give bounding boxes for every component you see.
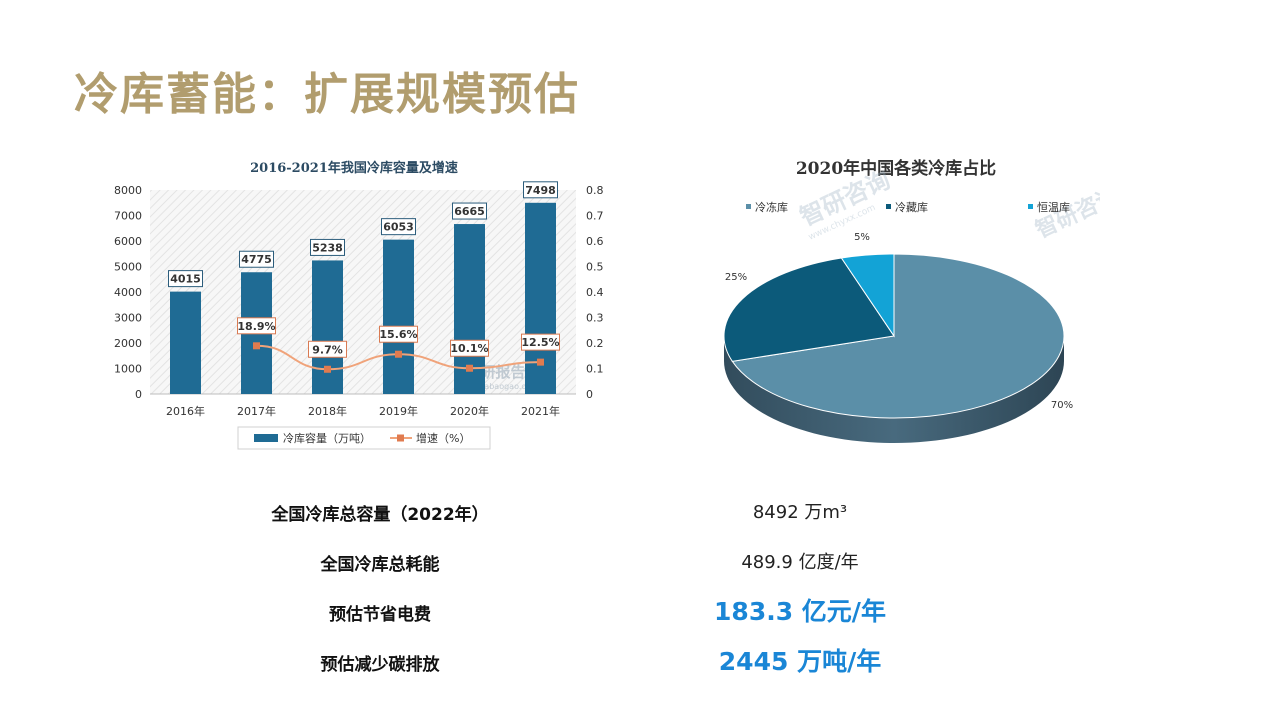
y-right-tick-label: 0.8 [586, 184, 604, 197]
stat-label: 全国冷库总容量（2022年） [271, 505, 489, 525]
pie-value-label: 70% [1051, 400, 1073, 411]
growth-point [466, 364, 473, 372]
stat-label: 预估减少碳排放 [320, 655, 440, 675]
stat-row-total-energy: 全国冷库总耗能 489.9 亿度/年 [230, 538, 1010, 588]
bar-value-label: 7498 [525, 184, 556, 197]
pie-legend-label: 冷藏库 [895, 201, 928, 214]
bar-value-label-box [523, 181, 558, 199]
x-tick-label: 2021年 [521, 404, 560, 418]
bar-capacity [312, 260, 343, 394]
growth-label: 10.1% [450, 342, 488, 355]
pie-legend-label: 冷冻库 [755, 200, 788, 214]
y-left-tick-label: 5000 [114, 261, 142, 274]
pie-legend-swatch [886, 204, 891, 209]
bar-capacity [383, 239, 414, 394]
y-left-tick-label: 1000 [114, 363, 142, 376]
bar-value-label: 6665 [454, 205, 485, 218]
svg-text:chinabaogao.com: chinabaogao.com [468, 382, 539, 391]
y-left-tick-label: 0 [135, 388, 142, 401]
growth-label-box [521, 333, 560, 351]
y-left-tick-label: 6000 [114, 235, 142, 248]
pie-legend-label: 恒温库 [1037, 201, 1070, 214]
pie-legend-swatch [1028, 204, 1033, 209]
bar-value-label-box [310, 238, 345, 256]
pie-value-label: 5% [854, 232, 870, 243]
pie-slice [731, 253, 1065, 419]
y-right-tick-label: 0.2 [586, 337, 604, 350]
bar-value-label: 4775 [241, 253, 272, 266]
bar-chart-legend: 冷库容量（万吨） 增速（%） [237, 426, 491, 450]
stat-row-total-capacity: 全国冷库总容量（2022年） 8492 万m³ [230, 488, 1010, 538]
growth-label: 12.5% [521, 336, 559, 349]
slide-title: 冷库蓄能：扩展规模预估 [74, 69, 580, 120]
x-tick-label: 2019年 [379, 404, 418, 418]
growth-label-box [308, 340, 347, 358]
bar-chart-title: 2016-2021年我国冷库容量及增速 [250, 160, 458, 176]
bar-value-label-box [239, 250, 274, 268]
capacity-growth-chart: 2016-2021年我国冷库容量及增速 0 1000 2000 3000 4000 500… [114, 160, 604, 450]
y-left-tick-label: 2000 [114, 337, 142, 350]
cold-storage-share-chart: 2020年中国各类冷库占比 智研咨询 www.chyxx.com 智研咨询 ww… [723, 158, 1100, 443]
growth-label: 18.9% [237, 320, 275, 333]
growth-point [324, 365, 331, 373]
stat-value: 8492 万m³ [752, 502, 848, 523]
y-right-tick-label: 0.6 [586, 235, 604, 248]
y-right-tick-label: 0.3 [586, 312, 604, 325]
y-right-tick-label: 0 [586, 388, 593, 401]
y-left-tick-label: 7000 [114, 210, 142, 223]
pie-slice [723, 257, 895, 362]
pie-chart-title: 2020年中国各类冷库占比 [796, 158, 996, 179]
growth-point [395, 350, 402, 358]
growth-label: 9.7% [312, 343, 343, 356]
growth-point [253, 342, 260, 350]
legend-label-capacity: 冷库容量（万吨） [283, 431, 371, 445]
bar-value-label: 4015 [170, 273, 201, 286]
stat-label: 预估节省电费 [329, 605, 431, 625]
y-right-tick-label: 0.4 [586, 286, 604, 299]
stats-table: 全国冷库总容量（2022年） 8492 万m³ 全国冷库总耗能 489.9 亿度… [230, 488, 1010, 688]
pie-value-label: 25% [725, 272, 747, 283]
legend-label-growth: 增速（%） [416, 431, 470, 445]
pie-legend-swatch [746, 204, 751, 209]
growth-point [537, 358, 544, 366]
y-right-tick-label: 0.7 [586, 210, 604, 223]
bar-value-label-box [381, 218, 416, 236]
growth-label-box [450, 339, 489, 357]
bar-value-label: 5238 [312, 241, 343, 254]
stat-value-highlight: 183.3 亿元/年 [714, 597, 886, 626]
y-right-tick-label: 0.5 [586, 261, 604, 274]
stat-row-electricity-savings: 预估节省电费 183.3 亿元/年 [230, 588, 1010, 638]
x-tick-label: 2017年 [237, 404, 276, 418]
bar-value-label: 6053 [383, 221, 414, 234]
stat-value-highlight: 2445 万吨/年 [718, 647, 882, 676]
y-left-tick-label: 4000 [114, 286, 142, 299]
y-left-tick-label: 3000 [114, 312, 142, 325]
x-tick-label: 2016年 [166, 404, 205, 418]
y-left-tick-label: 8000 [114, 184, 142, 197]
bar-value-label-box [452, 202, 487, 220]
growth-label: 15.6% [379, 328, 417, 341]
pie-slice [840, 253, 895, 338]
bar-value-label-box [168, 270, 203, 288]
stat-label: 全国冷库总耗能 [320, 555, 440, 575]
bar-capacity [170, 291, 201, 394]
bar-plot-area [150, 190, 576, 394]
legend-swatch-capacity [254, 434, 278, 442]
pie-side-wall [724, 336, 1064, 443]
stat-value: 489.9 亿度/年 [741, 552, 859, 573]
y-right-tick-label: 0.1 [586, 363, 604, 376]
growth-label-box [379, 325, 418, 343]
stat-row-carbon-reduction: 预估减少碳排放 2445 万吨/年 [230, 638, 1010, 688]
x-tick-label: 2020年 [450, 404, 489, 418]
growth-label-box [237, 317, 276, 335]
x-tick-label: 2018年 [308, 404, 347, 418]
